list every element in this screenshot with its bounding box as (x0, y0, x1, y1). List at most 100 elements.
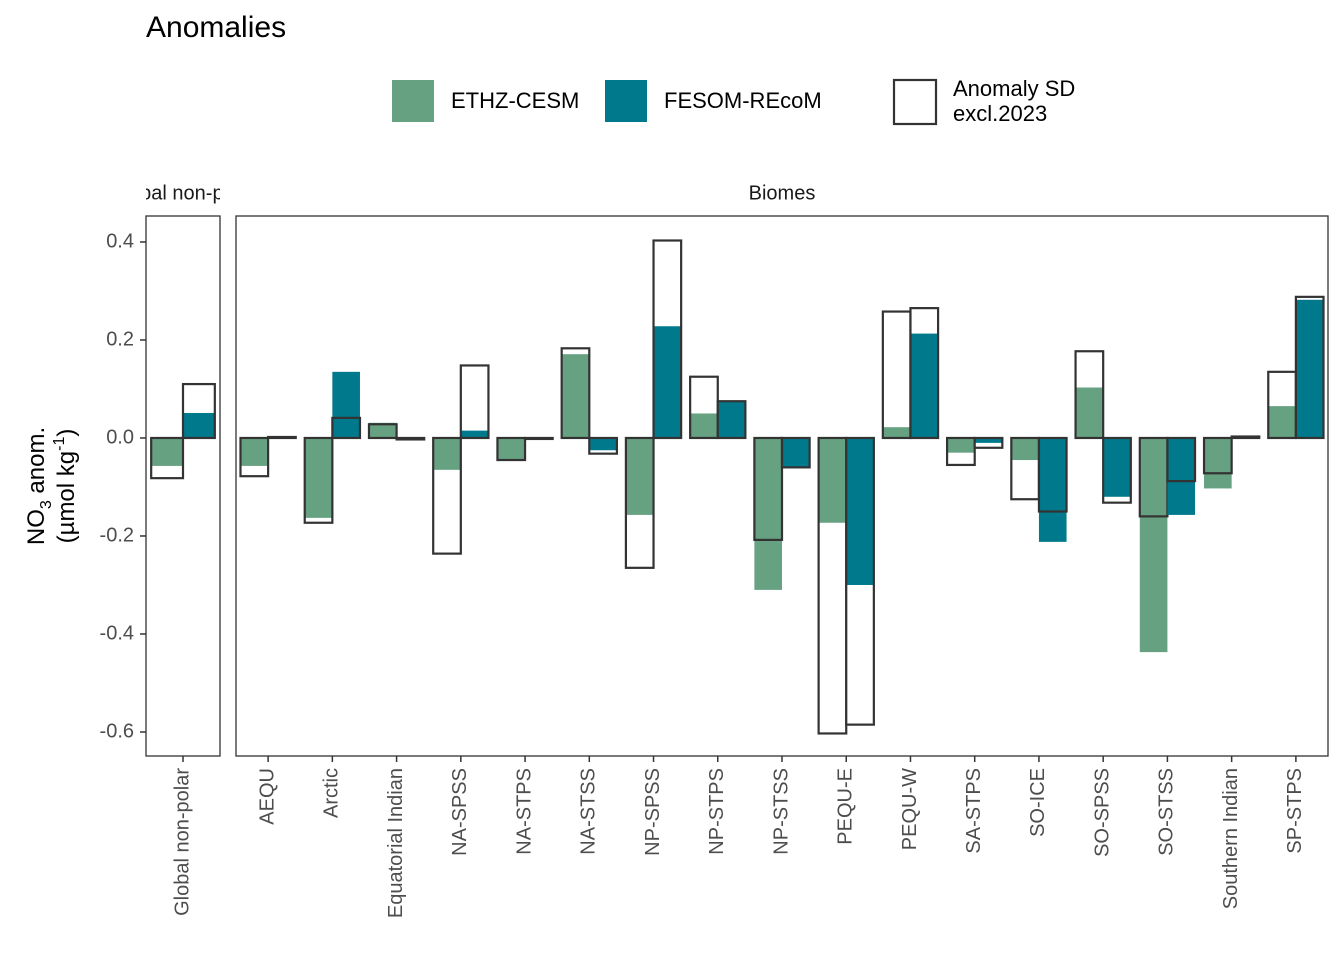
bar (1139, 437, 1168, 653)
y-tick-label: -0.4 (100, 622, 134, 644)
bar (460, 430, 489, 438)
bar (1011, 437, 1039, 461)
sd-box (303, 436, 334, 524)
y-tick-label: -0.2 (100, 524, 134, 546)
sd-fill (460, 365, 489, 438)
bar (882, 427, 911, 438)
facet-label: Biomes (749, 182, 816, 204)
sd-box (845, 436, 875, 726)
bar (974, 437, 1003, 443)
x-tick-label: NA-STSS (578, 768, 600, 855)
bar (304, 437, 333, 518)
bar (561, 354, 590, 438)
bar (947, 437, 975, 453)
y-axis-label-part: anom. (23, 427, 50, 500)
sd-box (181, 382, 216, 440)
y-axis-label: NO3 anom. (µmol kg-1) (23, 427, 80, 545)
x-tick-label: NA-SPSS (449, 768, 471, 856)
sd-box (973, 436, 1004, 449)
bar (717, 401, 746, 438)
x-tick-label: Equatorial Indian (385, 768, 407, 918)
sd-fill (882, 311, 911, 438)
sd-box (459, 364, 490, 440)
facet-label: Global non-polar (109, 182, 257, 204)
bar (910, 333, 939, 438)
x-tick-label: SA-STPS (963, 768, 985, 854)
bar (1167, 437, 1196, 515)
legend-swatch (392, 80, 434, 122)
bar (754, 437, 782, 590)
y-axis-label-part: -1 (51, 437, 68, 451)
y-tick-label: 0.2 (106, 328, 134, 350)
bar (368, 422, 397, 438)
bar (625, 437, 654, 515)
y-axis-label-line: NO3 anom. (23, 427, 54, 545)
bar (782, 437, 810, 468)
sd-box (331, 416, 362, 440)
sd-box (432, 436, 462, 555)
y-axis-label-line: (µmol kg-1) (51, 429, 81, 544)
sd-box (1230, 435, 1261, 440)
y-axis-label-part: (µmol kg (53, 451, 80, 544)
x-tick-label: SO-STSS (1156, 768, 1178, 856)
bar (151, 437, 183, 466)
sd-box (1037, 436, 1068, 513)
bar (433, 437, 461, 470)
bar (1295, 299, 1324, 438)
bar (183, 412, 215, 438)
legend-label: excl.2023 (953, 101, 1047, 126)
x-tick-label: PEQU-W (899, 768, 921, 850)
chart-title: Anomalies (146, 11, 286, 44)
y-tick-label: -0.6 (100, 720, 134, 742)
sd-box (1294, 295, 1325, 440)
bar (690, 413, 718, 438)
sd-box (239, 436, 270, 478)
bar (332, 371, 360, 438)
x-tick-label: SO-ICE (1027, 768, 1049, 837)
panel-border (145, 215, 221, 757)
bar (1268, 406, 1296, 438)
sd-box (367, 423, 398, 440)
sd-box (780, 436, 811, 469)
sd-box (1202, 436, 1233, 475)
sd-box (909, 307, 940, 440)
bar (846, 437, 874, 585)
sd-box (716, 400, 747, 440)
x-tick-label: NP-STPS (706, 768, 728, 855)
sd-box (150, 436, 185, 480)
x-tick-label: SP-STPS (1284, 768, 1306, 854)
sd-box (523, 436, 554, 441)
legend-label: FESOM-REcoM (664, 88, 822, 113)
bar (1038, 437, 1067, 542)
sd-box (1102, 436, 1132, 504)
x-tick-label: PEQU-E (835, 768, 857, 845)
y-axis-label-part: NO (23, 509, 50, 545)
sd-box (753, 436, 784, 542)
bar (1103, 437, 1131, 497)
sd-box (267, 435, 297, 440)
x-tick-label: Arctic (321, 768, 343, 818)
x-tick-label: NP-STSS (770, 768, 792, 855)
sd-box (1074, 350, 1105, 440)
bar (497, 437, 526, 461)
bar (240, 437, 269, 466)
y-tick-label: 0.0 (106, 426, 134, 448)
bar (1075, 387, 1104, 438)
sd-box (496, 436, 527, 462)
bar (818, 437, 847, 523)
x-tick-label: NP-SPSS (642, 768, 664, 856)
legend-label: Anomaly SD (953, 76, 1075, 101)
sd-box (652, 239, 683, 440)
y-axis-label-part: ) (53, 429, 80, 437)
bar (653, 326, 682, 438)
x-tick-label: NA-STPS (513, 768, 535, 855)
x-tick-label: AEQU (256, 768, 278, 825)
legend-swatch (892, 78, 938, 126)
sd-box (624, 436, 655, 569)
bar (1204, 437, 1232, 489)
y-tick-label: 0.4 (106, 230, 134, 252)
bar (589, 437, 617, 451)
sd-box (560, 347, 591, 440)
legend-swatch (605, 80, 647, 122)
